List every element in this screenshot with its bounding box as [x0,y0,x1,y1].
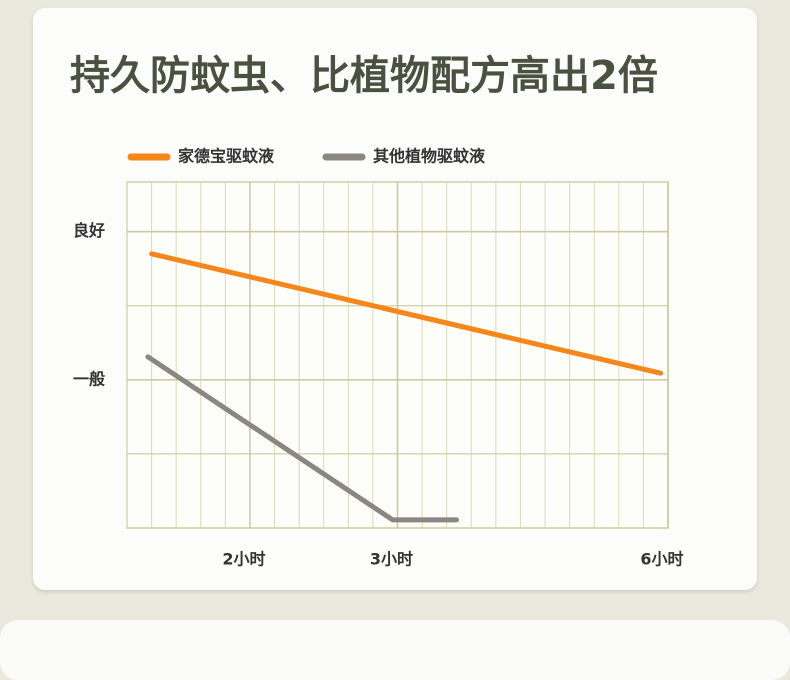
x-tick-label: 2小时 [222,550,265,569]
series-line [145,354,460,523]
x-tick-label: 3小时 [370,550,413,569]
y-tick-label: 一般 [73,369,105,388]
legend-label: 其他植物驱蚊液 [373,147,486,166]
x-tick-label: 6小时 [640,550,683,569]
chart-title: 持久防蚊虫、比植物配方高出2倍 [70,53,658,99]
legend-label: 家德宝驱蚊液 [178,147,275,166]
y-tick-label: 良好 [73,221,105,240]
series-line [149,251,664,376]
